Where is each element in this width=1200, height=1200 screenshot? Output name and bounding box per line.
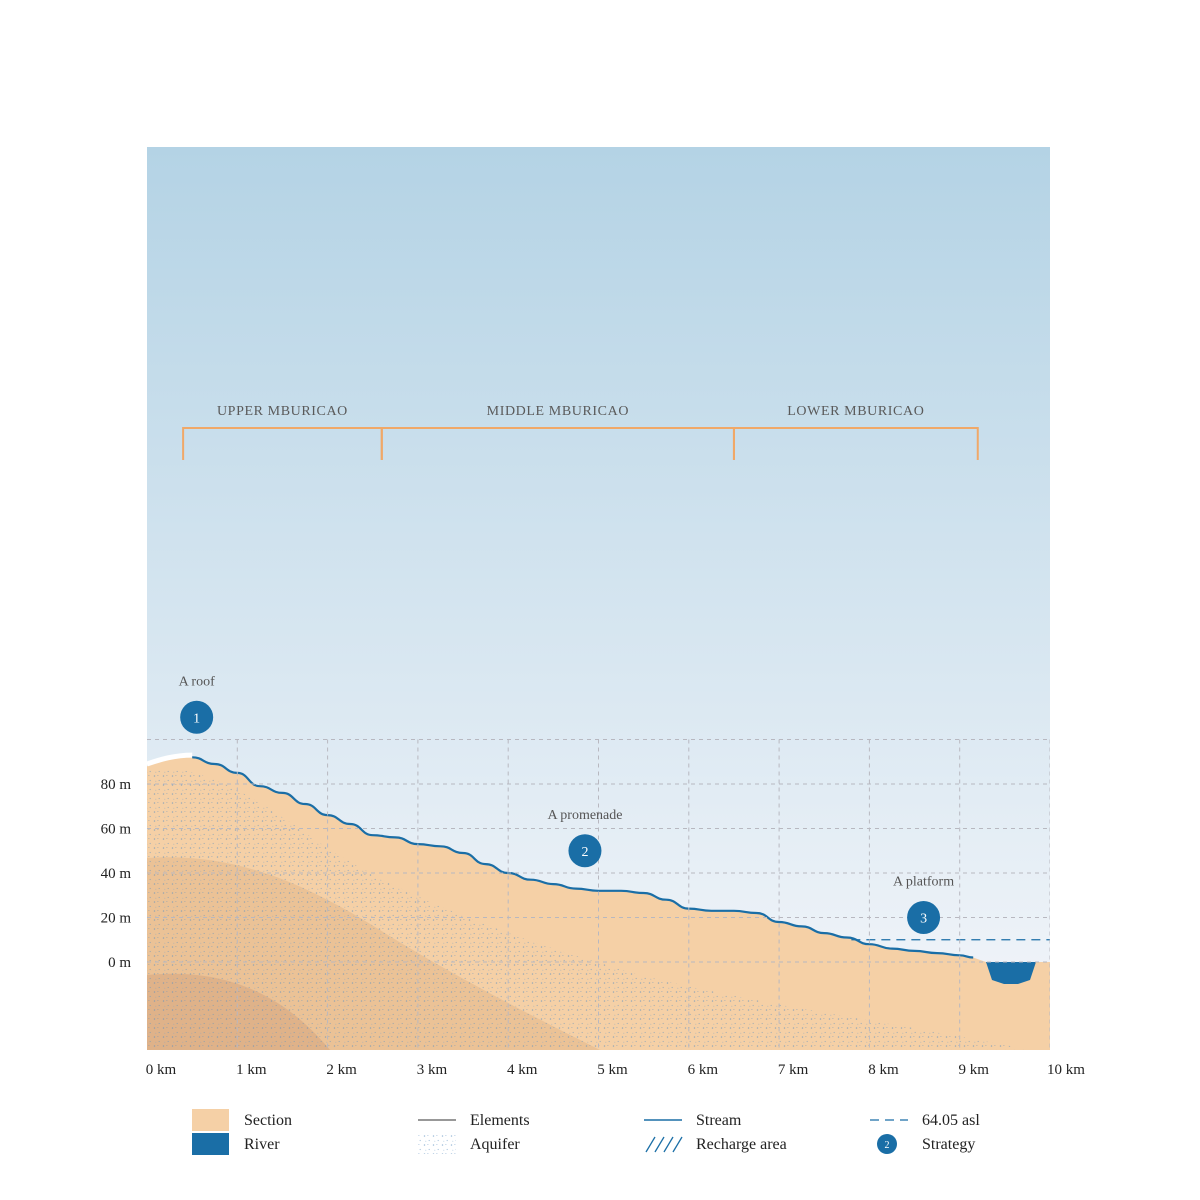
legend-label: Stream <box>696 1112 742 1129</box>
y-tick-label: 20 m <box>101 911 132 927</box>
legend-item-elements: Elements <box>418 1112 530 1129</box>
zone-label: UPPER MBURICAO <box>217 404 348 419</box>
zone-3: LOWER MBURICAO <box>732 404 979 460</box>
legend-item-stream: Stream <box>644 1112 742 1129</box>
legend-label: Aquifer <box>470 1136 520 1153</box>
zone-brackets: UPPER MBURICAO MIDDLE MBURICAO LOWER MBURI… <box>182 404 979 460</box>
y-tick-label: 0 m <box>108 955 131 971</box>
x-tick-label: 10 km <box>1047 1062 1085 1078</box>
ground-surface-edge <box>147 752 193 767</box>
aquifer-stipple-icon <box>418 1134 456 1154</box>
aquifer-area <box>147 768 1030 1050</box>
legend: Section River Elements Aquifer Stream Recharg… <box>192 1109 980 1155</box>
legend-item-datum: 64.05 asl <box>870 1112 980 1129</box>
strategy-title: A promenade <box>547 808 622 823</box>
legend-label: Section <box>244 1112 292 1129</box>
y-tick-label: 60 m <box>101 822 132 838</box>
grid <box>147 739 1050 1050</box>
legend-item-strategy: 2 Strategy <box>877 1134 975 1154</box>
strategy-title: A roof <box>179 674 216 689</box>
recharge-hatch-icon <box>645 1136 683 1153</box>
x-tick-label: 1 km <box>236 1062 267 1078</box>
y-tick-label: 40 m <box>101 866 132 882</box>
zone-bracket <box>732 427 979 460</box>
legend-item-section: Section <box>192 1109 292 1131</box>
y-tick-label: 80 m <box>101 777 132 793</box>
y-axis-ticks: 80 m 60 m 40 m 20 m 0 m <box>101 777 132 971</box>
legend-item-river: River <box>192 1133 280 1155</box>
x-tick-label: 5 km <box>597 1062 628 1078</box>
legend-item-recharge: Recharge area <box>645 1136 787 1153</box>
zone-label: LOWER MBURICAO <box>787 404 924 419</box>
strategy-number: 3 <box>920 912 927 927</box>
x-tick-label: 9 km <box>958 1062 989 1078</box>
legend-label: 64.05 asl <box>922 1112 980 1129</box>
x-tick-label: 4 km <box>507 1062 538 1078</box>
legend-label: Recharge area <box>696 1136 787 1153</box>
strategy-1[interactable]: A roof 1 <box>179 674 216 734</box>
x-tick-label: 7 km <box>778 1062 809 1078</box>
strategy-title: A platform <box>893 875 954 890</box>
legend-item-aquifer: Aquifer <box>418 1134 520 1154</box>
strategy-markers: A roof 1 A promenade 2 A platform 3 <box>179 674 954 935</box>
strategy-badge-icon[interactable] <box>180 700 214 734</box>
x-tick-label: 2 km <box>326 1062 357 1078</box>
x-tick-label: 8 km <box>868 1062 899 1078</box>
river-body <box>986 962 1036 984</box>
zone-label: MIDDLE MBURICAO <box>487 404 629 419</box>
strategy-badge-icon[interactable] <box>907 901 941 934</box>
strategy-badge-icon[interactable] <box>568 834 602 868</box>
stream-line <box>192 756 974 959</box>
legend-label: River <box>244 1136 280 1153</box>
legend-label: Strategy <box>922 1136 975 1153</box>
x-tick-label: 6 km <box>688 1062 719 1078</box>
section-swatch-icon <box>192 1109 229 1131</box>
strategy-number: 1 <box>193 711 200 726</box>
strategy-3[interactable]: A platform 3 <box>893 875 954 935</box>
x-tick-label: 3 km <box>417 1062 448 1078</box>
legend-label: Elements <box>470 1112 530 1129</box>
x-axis-ticks: 0 km 1 km 2 km 3 km 4 km 5 km 6 km 7 km 8 km 9 km… <box>146 1062 1086 1078</box>
strategy-2[interactable]: A promenade 2 <box>547 808 622 868</box>
river-swatch-icon <box>192 1133 229 1155</box>
strategy-badge-icon <box>877 1134 897 1154</box>
x-tick-label: 0 km <box>146 1062 177 1078</box>
legend-strategy-number: 2 <box>885 1140 890 1151</box>
strategy-number: 2 <box>581 845 588 860</box>
